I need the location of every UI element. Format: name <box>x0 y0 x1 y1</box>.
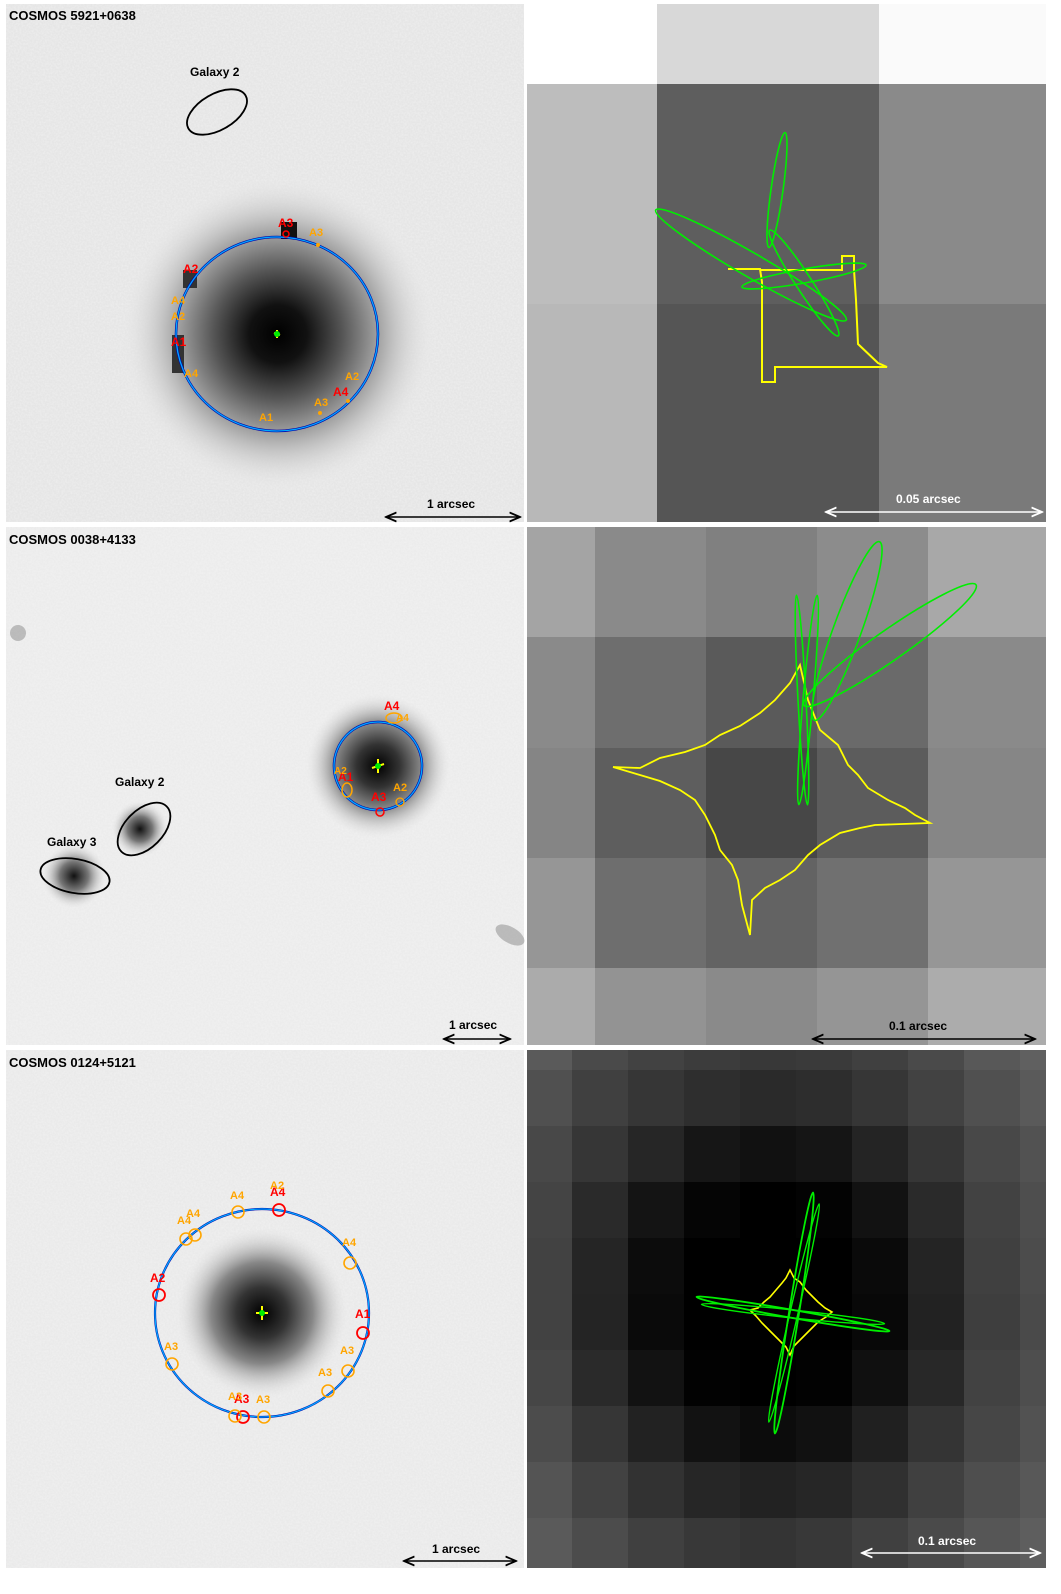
source-ellipse-1c <box>768 229 840 337</box>
panel-2-title: COSMOS 0038+4133 <box>9 532 136 547</box>
label-orange-a3-bottom: A3 <box>314 397 328 409</box>
label-red-a3-c: A3 <box>234 1392 250 1406</box>
label-orange-a3-g: A3 <box>228 1391 242 1403</box>
galaxy-3-ellipse <box>39 857 111 895</box>
scale-label-right-3: 0.1 arcsec <box>918 1534 976 1548</box>
label-red-a4: A4 <box>333 385 349 399</box>
panel-2-right: 0.1 arcsec <box>527 527 1046 1045</box>
label-orange-a2-right: A2 <box>345 371 359 383</box>
label-orange-a3-h: A3 <box>256 1394 270 1406</box>
label-red-a1-c: A1 <box>355 1307 371 1321</box>
source-ellipse-1d <box>741 262 867 290</box>
caustic-zoom-3 <box>749 1268 834 1357</box>
label-orange-a4-d: A4 <box>230 1190 245 1202</box>
label-red-a1: A1 <box>171 335 187 349</box>
caustic-zoom-1 <box>728 255 888 383</box>
panel-3-right: 0.1 arcsec <box>527 1050 1046 1568</box>
label-orange-a1-bottom: A1 <box>259 412 273 424</box>
label-orange-a4-g: A4 <box>342 1237 357 1249</box>
label-red-a1-b: A1 <box>338 770 354 784</box>
source-ellipse-1a <box>766 131 788 249</box>
panel-1-right: 0.05 arcsec <box>527 4 1046 522</box>
source-ellipse-2a <box>811 540 883 722</box>
label-orange-a2-left: A2 <box>171 311 185 323</box>
galaxy-2-ellipse <box>186 88 248 136</box>
source-ellipse-1b <box>654 208 848 322</box>
label-orange-a4-left: A4 <box>171 295 186 307</box>
scale-label-left-3: 1 arcsec <box>432 1542 480 1556</box>
panel-2-left: Galaxy 2 Galaxy 3 A4 A1 A3 A4 A2 A2 COSM… <box>6 527 525 1045</box>
label-red-a2: A2 <box>183 262 199 276</box>
galaxy-2-label: Galaxy 2 <box>190 65 240 79</box>
source-ellipse-2b <box>802 582 978 708</box>
panel-3-left: A4 A2 A1 A3 A2 A4 A4 A4 A4 A3 A3 A3 A3 A… <box>6 1050 524 1568</box>
scale-label-left-1: 1 arcsec <box>427 497 475 511</box>
label-orange-a3-d: A3 <box>164 1341 178 1353</box>
label-orange-a4-e: A4 <box>186 1208 201 1220</box>
label-red-a3-b: A3 <box>371 790 387 804</box>
scale-label-right-2: 0.1 arcsec <box>889 1019 947 1033</box>
label-orange-a4-bottomleft: A4 <box>184 368 199 380</box>
label-red-a2-c: A2 <box>150 1271 166 1285</box>
source-ellipse-2d <box>796 594 820 806</box>
source-ellipse-3a <box>773 1191 815 1435</box>
label-orange-a2-d: A2 <box>270 1180 284 1192</box>
panel-1-left: Galaxy 2 A3 A2 A1 A4 A3 A4 A2 A4 A2 A3 A… <box>6 4 524 522</box>
scale-label-right-1: 0.05 arcsec <box>896 492 961 506</box>
scale-label-left-2: 1 arcsec <box>449 1018 497 1032</box>
panel-3-title: COSMOS 0124+5121 <box>9 1055 136 1070</box>
label-orange-a3-f: A3 <box>318 1367 332 1379</box>
label-orange-a2-b: A2 <box>393 782 407 794</box>
label-orange-a3-e: A3 <box>340 1345 354 1357</box>
label-orange-a4-f: A4 <box>177 1215 192 1227</box>
label-orange-a3-top: A3 <box>309 227 323 239</box>
caustic-zoom-2 <box>612 662 934 936</box>
label-red-a4-b: A4 <box>384 699 400 713</box>
panel-1-title: COSMOS 5921+0638 <box>9 8 136 23</box>
galaxy-2-ellipse-b <box>116 801 172 857</box>
galaxy-2-label-b: Galaxy 2 <box>115 775 165 789</box>
label-orange-a2-c: A2 <box>334 766 347 777</box>
galaxy-3-label: Galaxy 3 <box>47 835 97 849</box>
label-red-a4-c: A4 <box>270 1185 286 1199</box>
label-red-a3: A3 <box>278 216 294 230</box>
source-ellipse-2c <box>794 594 810 806</box>
